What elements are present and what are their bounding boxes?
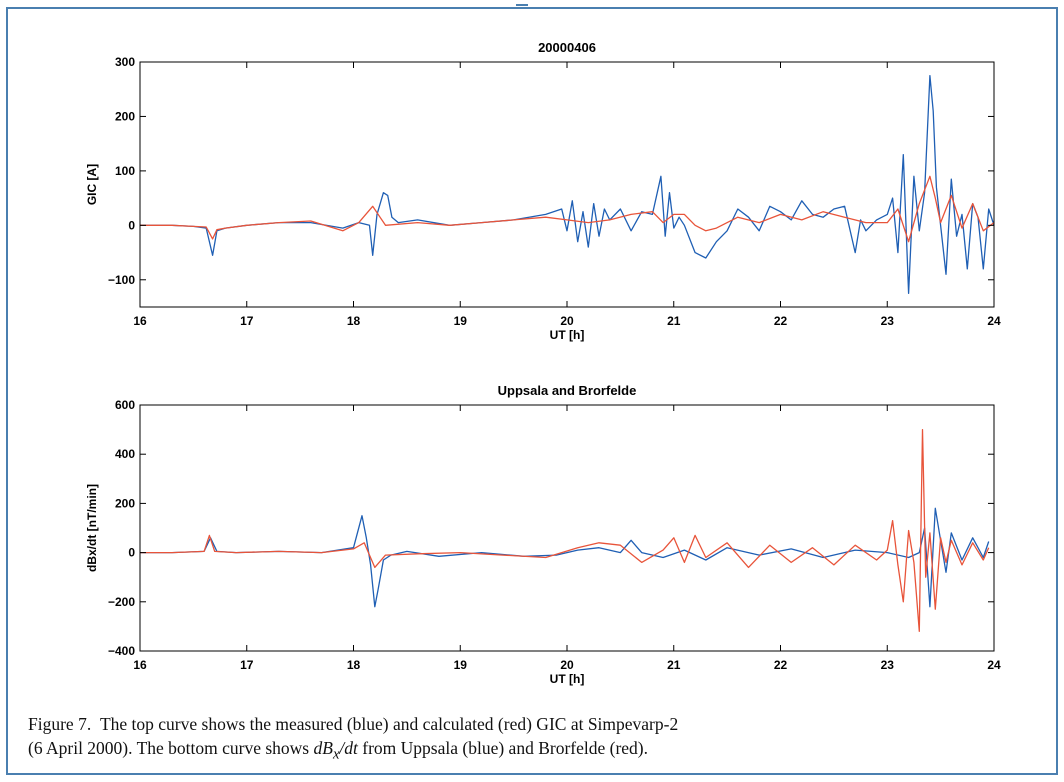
chart2-ytick-label: −200 <box>108 595 135 609</box>
chart2-ytick-label: −400 <box>108 644 135 658</box>
caption-line-1: Figure 7. The top curve shows the measur… <box>28 712 1038 736</box>
chart2-xtick-label: 16 <box>133 658 147 672</box>
chart1-xtick-label: 21 <box>667 314 681 328</box>
chart1-ytick-label: 100 <box>115 164 135 178</box>
chart1-series-red <box>140 175 995 243</box>
chart1-title: 20000406 <box>538 40 596 55</box>
chart2-xtick-label: 19 <box>454 658 468 672</box>
chart1-ytick-label: −100 <box>108 273 135 287</box>
chart1-xtick-label: 19 <box>454 314 468 328</box>
chart2-ytick-label: 400 <box>115 447 135 461</box>
chart1-series-blue <box>140 74 995 295</box>
chart2-xtick-label: 23 <box>881 658 895 672</box>
chart2-ytick-label: 600 <box>115 398 135 412</box>
chart1-xtick-label: 16 <box>133 314 147 328</box>
caption-figure-label: Figure 7. <box>28 714 92 734</box>
top-edge-mark <box>516 4 528 6</box>
chart2-xtick-label: 20 <box>560 658 574 672</box>
chart2-series-red <box>140 428 990 632</box>
chart2-ylabel: dBx/dt [nT/min] <box>85 484 99 572</box>
chart2-xlabel: UT [h] <box>550 672 585 686</box>
caption-math-sub: x <box>332 746 340 763</box>
caption-text-2a: (6 April 2000). The bottom curve shows <box>28 738 314 758</box>
chart1-xtick-label: 24 <box>987 314 1001 328</box>
chart2-xtick-label: 21 <box>667 658 681 672</box>
chart1-xtick-label: 17 <box>240 314 254 328</box>
chart1-ytick-label: 0 <box>128 218 135 232</box>
chart2-series-blue <box>140 507 990 608</box>
chart1-xtick-label: 18 <box>347 314 361 328</box>
chart2-xtick-label: 18 <box>347 658 361 672</box>
caption-math-dt: /dt <box>339 738 358 758</box>
caption-math-d: dB <box>313 738 333 758</box>
chart1-axes-box <box>139 61 995 308</box>
chart2-title: Uppsala and Brorfelde <box>498 383 637 398</box>
chart1-xtick-label: 22 <box>774 314 788 328</box>
chart2-ytick-label: 200 <box>115 496 135 510</box>
chart1-ytick-label: 300 <box>115 55 135 69</box>
figure-charts: 16 17 18 19 20 21 22 23 24−100010020030020000406… <box>85 40 1001 686</box>
chart2-axes-box <box>139 404 995 652</box>
chart1-ytick-label: 200 <box>115 109 135 123</box>
chart2-xtick-label: 17 <box>240 658 254 672</box>
chart1-xtick-label: 23 <box>881 314 895 328</box>
caption-line-2: (6 April 2000). The bottom curve shows d… <box>28 736 1038 767</box>
chart2-xtick-label: 24 <box>987 658 1001 672</box>
caption-text-1: The top curve shows the measured (blue) … <box>99 714 679 734</box>
chart1-xtick-label: 20 <box>560 314 574 328</box>
chart2-xtick-label: 22 <box>774 658 788 672</box>
chart2-ytick-label: 0 <box>128 546 135 560</box>
chart1-ylabel: GIC [A] <box>85 164 99 205</box>
figure-caption: Figure 7. The top curve shows the measur… <box>28 712 1038 767</box>
figure-frame <box>6 7 1058 775</box>
caption-text-2b: from Uppsala (blue) and Brorfelde (red). <box>357 738 648 758</box>
chart1-xlabel: UT [h] <box>550 328 585 342</box>
